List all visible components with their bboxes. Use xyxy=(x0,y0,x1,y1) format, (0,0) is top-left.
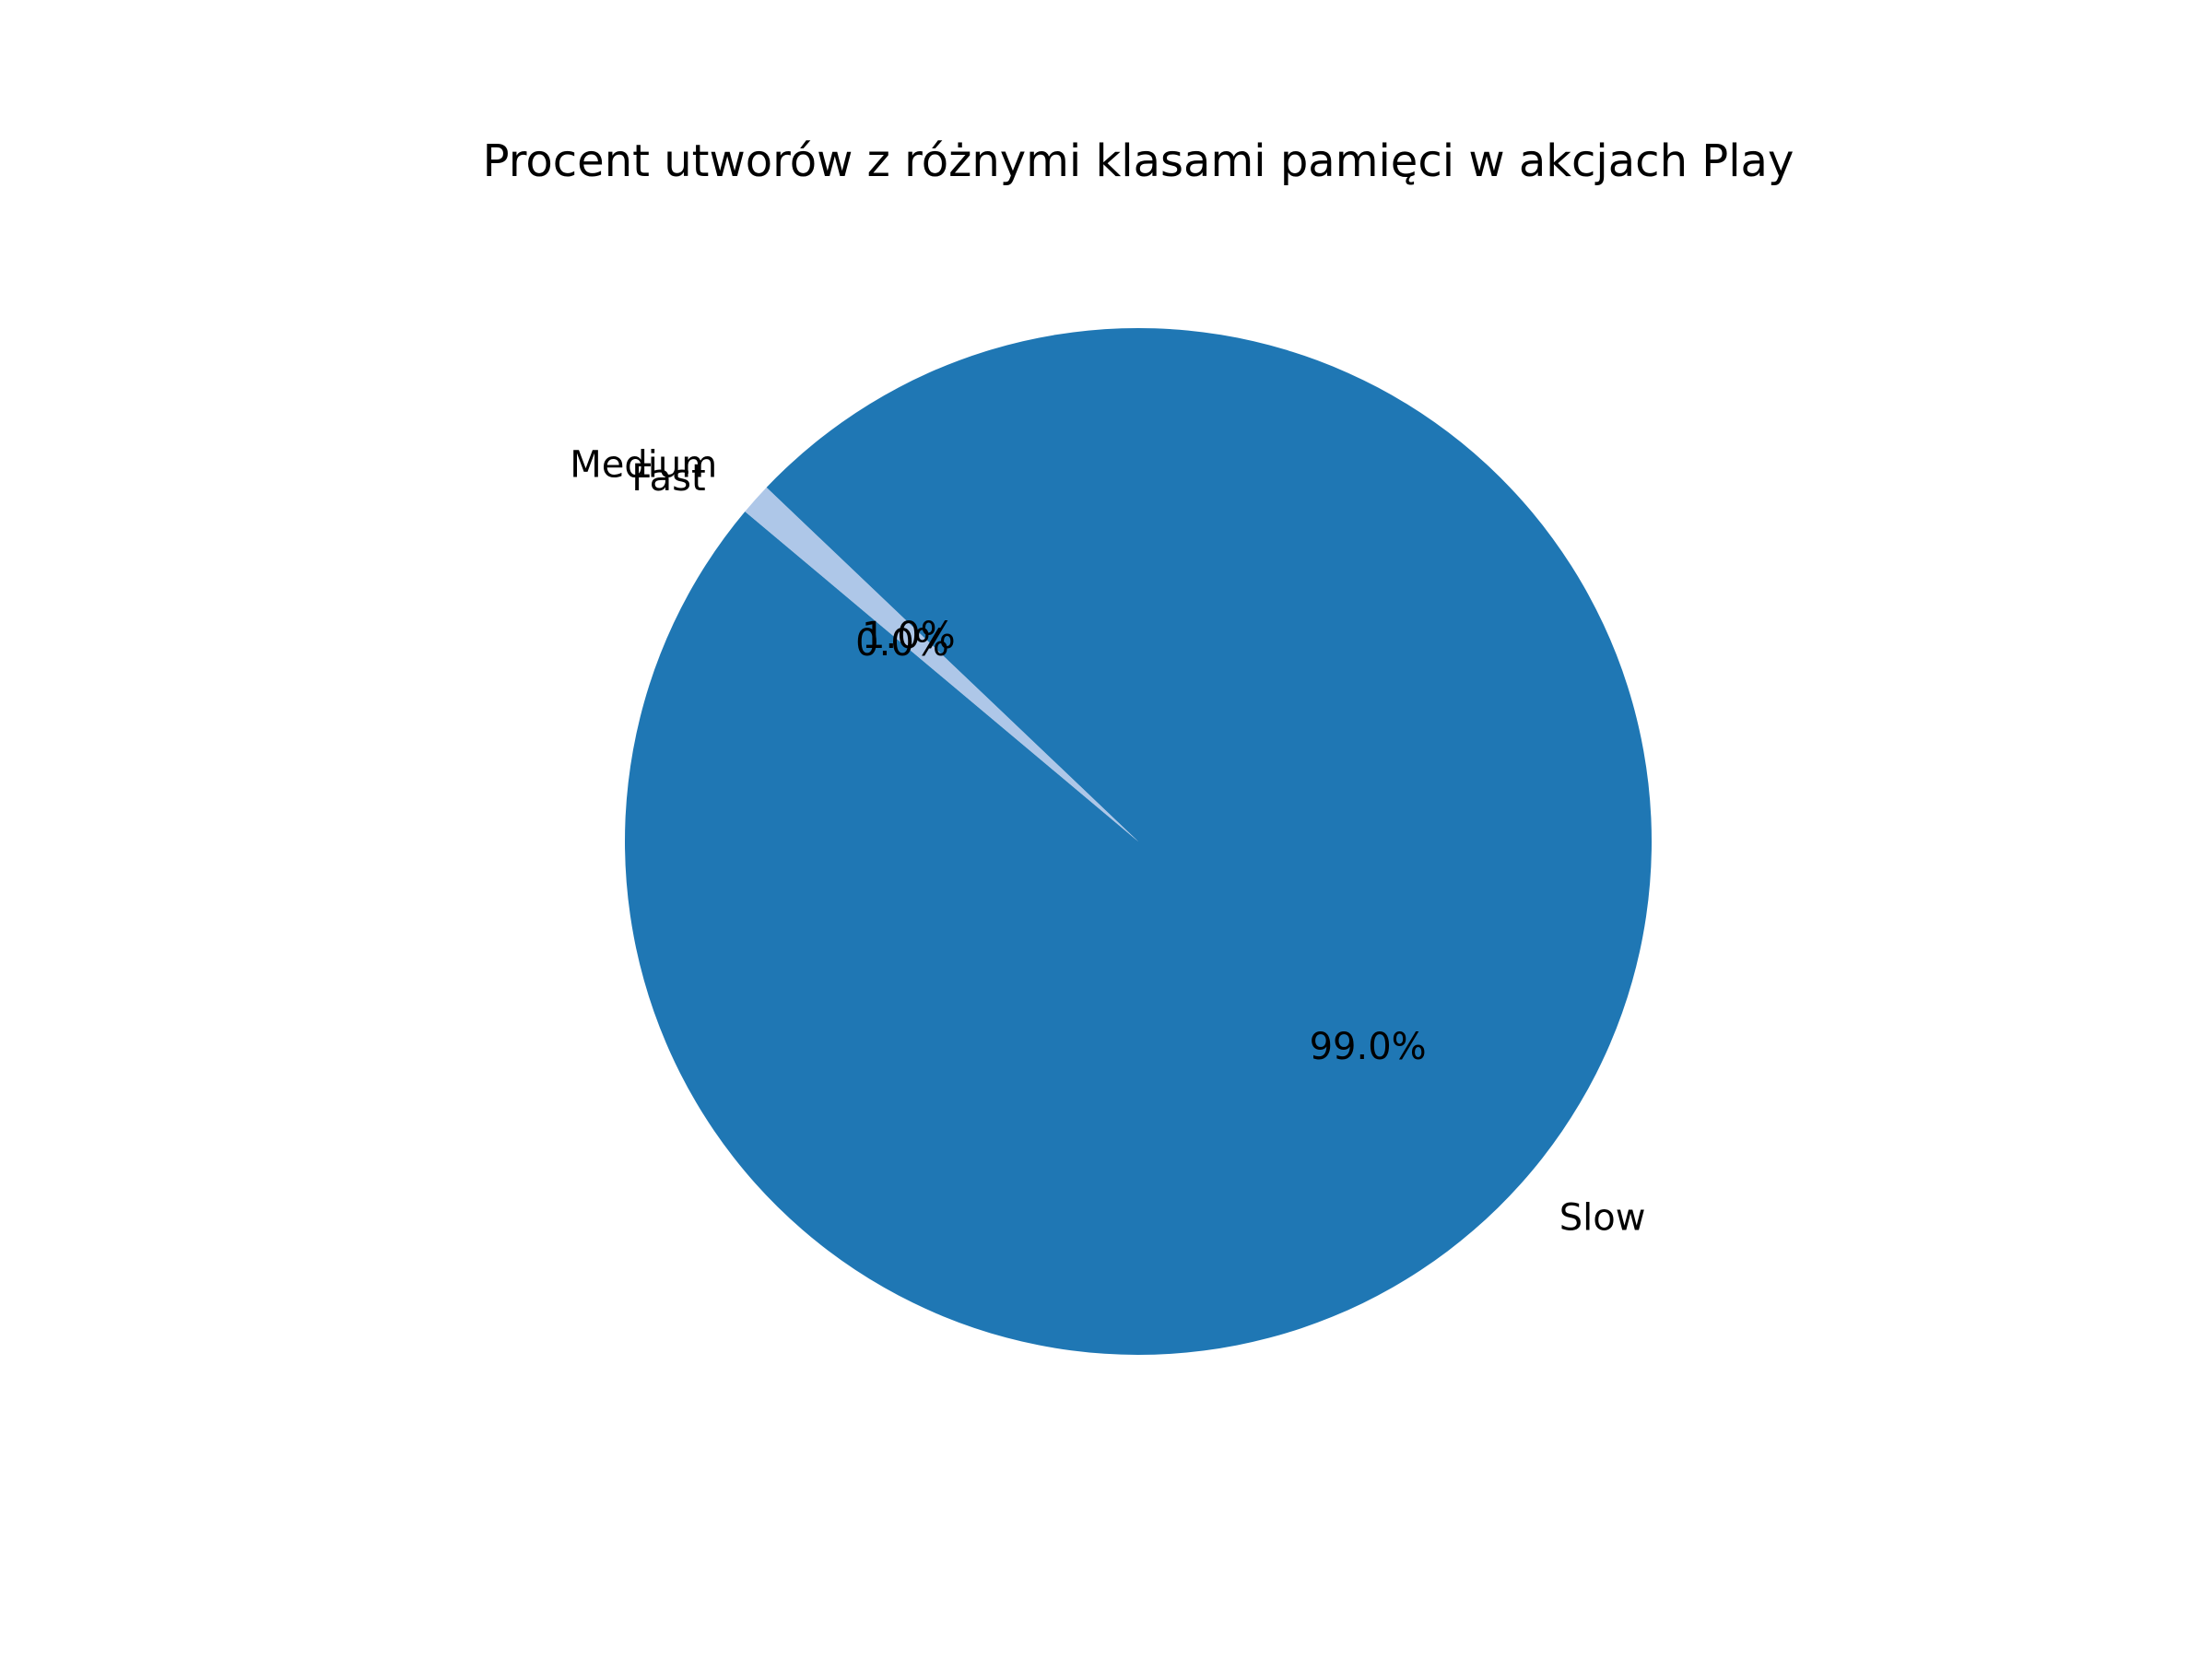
pct-label-medium: 1.0% xyxy=(862,615,956,657)
slice-label-fast: Fast xyxy=(631,457,705,500)
chart-title: Procent utworów z różnymi klasami pamięc… xyxy=(483,135,1794,187)
pie-slice-slow xyxy=(624,328,1652,1356)
pct-label-fast: 0.0% xyxy=(855,622,949,665)
pie-pct-labels: 99.0% 1.0%0.0% xyxy=(855,615,1427,1068)
slice-label-slow: Slow xyxy=(1559,1196,1646,1239)
pct-label-slow: 99.0% xyxy=(1310,1026,1427,1068)
pie-slices xyxy=(624,328,1652,1356)
slice-label-medium: Medium xyxy=(570,444,717,487)
pie-slice-medium xyxy=(745,487,1138,841)
